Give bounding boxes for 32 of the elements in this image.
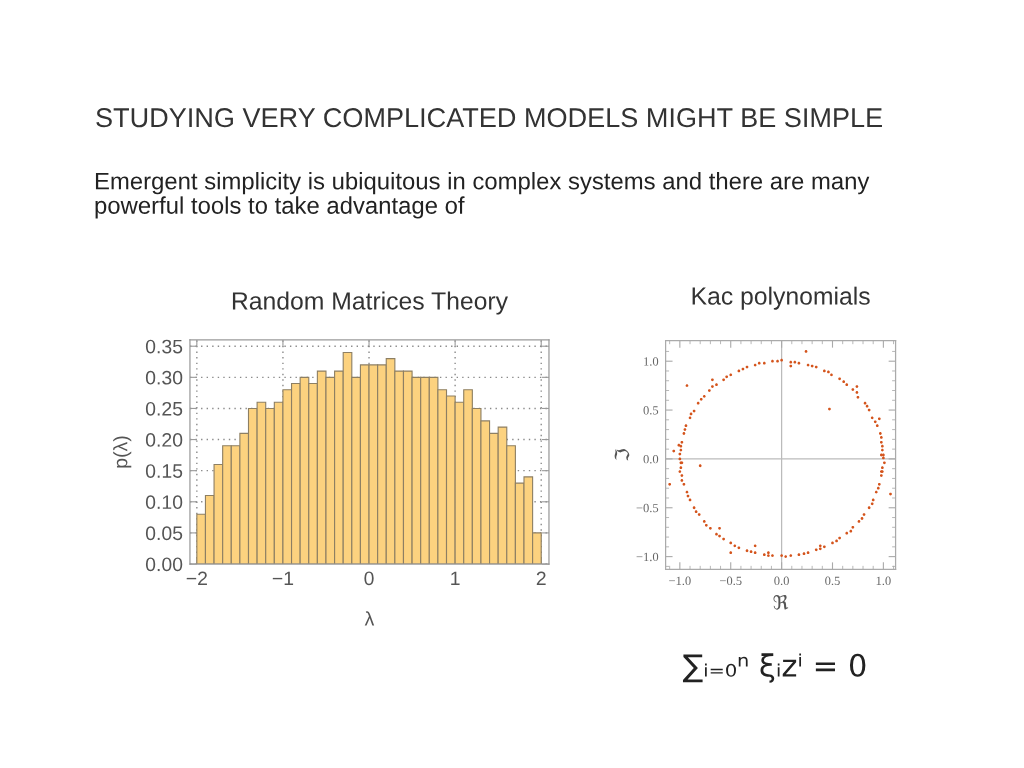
y-tick-label: −0.5 [636, 503, 659, 513]
text: Emergent simplicity is ubiquitous in complex systems and there are many powerful tools to take advantage of [95, 172, 870, 219]
chart-title: Kac polynomials [692, 286, 870, 310]
y-axis-title: ℑ [614, 448, 630, 461]
x-tick-label: 2 [536, 571, 546, 586]
y-tick-label: 0.10 [145, 495, 183, 510]
x-axis-title: λ [364, 611, 375, 626]
chart-title: Random Matrices Theory [232, 291, 508, 315]
y-tick-label: 0.35 [145, 339, 183, 354]
y-tick-label: 0.5 [643, 406, 659, 415]
y-tick-label: 1.0 [644, 357, 659, 366]
x-axis-title: ℜ [773, 594, 789, 610]
x-tick-label: 0.0 [774, 576, 789, 586]
x-tick-label: 1.0 [876, 576, 891, 586]
y-tick-label: 0.30 [145, 370, 183, 385]
y-tick-label: 0.25 [145, 401, 183, 416]
text: ∑ᵢ₌₀ⁿ ξᵢzⁱ = 0 [682, 653, 866, 683]
y-tick-label: 0.05 [145, 526, 183, 541]
y-tick-label: 0.00 [145, 557, 183, 572]
y-tick-label: −1.0 [636, 552, 659, 562]
y-tick-label: 0.0 [643, 454, 659, 464]
y-tick-label: 0.15 [145, 464, 183, 478]
x-tick-label: 1 [451, 571, 460, 586]
y-axis-title: p(λ) [113, 436, 132, 468]
x-tick-label: 0 [364, 571, 374, 586]
text: STUDYING VERY COMPLICATED MODELS MIGHT BE SIMPLE [96, 108, 882, 128]
x-tick-label: −1.0 [669, 576, 691, 586]
x-tick-label: −1 [272, 571, 294, 586]
x-tick-label: 0.5 [825, 576, 840, 586]
y-tick-label: 0.20 [145, 433, 183, 447]
x-tick-label: −2 [186, 571, 207, 586]
x-tick-label: −0.5 [720, 576, 742, 586]
